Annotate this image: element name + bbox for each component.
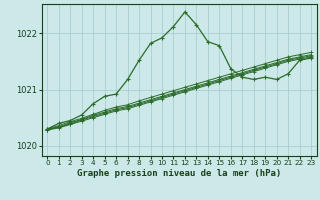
X-axis label: Graphe pression niveau de la mer (hPa): Graphe pression niveau de la mer (hPa)	[77, 169, 281, 178]
